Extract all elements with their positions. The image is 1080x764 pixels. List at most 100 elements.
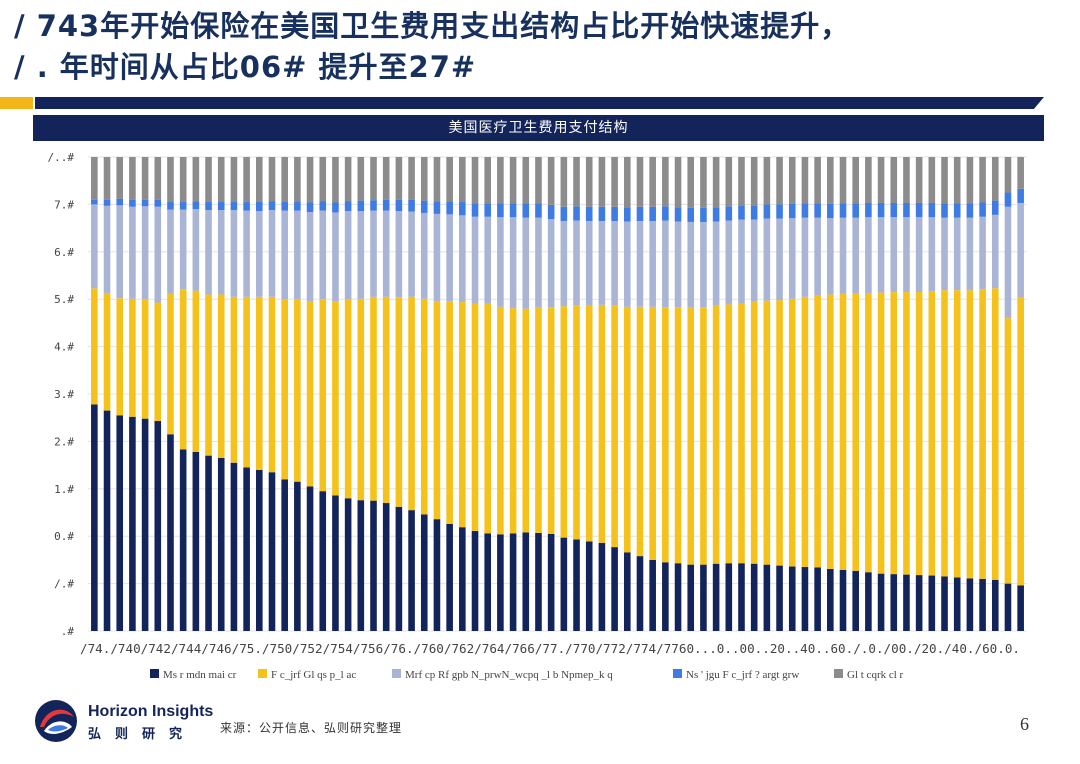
bar-segment-series-5 [370,157,377,201]
bar-segment-series-1 [395,506,403,631]
bar-segment-series-2 [750,301,758,564]
bar-segment-series-5 [535,157,542,204]
bar-segment-series-2 [877,292,885,574]
bar-segment-series-1 [903,574,910,631]
bar-segment-series-1 [484,533,492,631]
bar-segment-series-2 [256,296,263,470]
bar-segment-series-2 [420,298,428,515]
bar-segment-series-2 [725,304,733,564]
legend-swatch [150,669,159,678]
bar-segment-series-1 [573,539,580,631]
bar-segment-series-4 [357,200,365,212]
bar-segment-series-4 [497,203,504,218]
bar-segment-series-5 [116,157,124,199]
bar-segment-series-1 [865,572,872,631]
bar-segment-series-2 [814,295,821,568]
bar-segment-series-4 [420,200,428,213]
x-axis-tick-labels: /74./740/742/744/746/75./750/752/754/756… [80,642,1020,656]
bar-segment-series-3 [941,217,948,291]
bar-segment-series-4 [865,202,872,218]
bar-segment-series-1 [738,563,745,631]
bar-segment-series-2 [585,305,593,542]
legend-label: Ns ' jgu F c_jrf ? argt grw [686,669,799,681]
bar-segment-series-5 [103,157,111,200]
bar-segment-series-1 [243,467,250,631]
bar-segment-series-3 [509,217,517,309]
bar-segment-series-1 [91,404,98,631]
bar-segment-series-5 [915,157,923,203]
bar-segment-series-5 [598,157,606,207]
bar-segment-series-3 [966,217,974,291]
bar-segment-series-2 [243,296,250,468]
bar-segment-series-1 [941,576,948,631]
bar-segment-series-5 [344,157,352,202]
bar-segment-series-4 [662,206,669,221]
y-tick-label: 6.# [54,246,74,259]
bar-segment-series-5 [623,157,631,208]
bar-segment-series-2 [598,304,606,543]
bar-segment-series-1 [382,503,390,631]
bar-segment-series-5 [738,157,745,206]
bar-segment-series-4 [230,202,238,211]
bar-segment-series-2 [357,298,365,501]
bar-segment-series-5 [382,157,390,200]
bar-segment-series-4 [941,203,948,218]
bar-segment-series-1 [535,532,542,631]
bar-segment-series-1 [801,567,809,631]
bar-segment-series-5 [205,157,212,203]
bar-segment-series-1 [154,421,162,631]
bar-segment-series-2 [192,290,200,452]
bar-segment-series-5 [636,157,644,207]
bar-segment-series-1 [547,533,555,631]
bar-segment-series-3 [700,221,707,308]
bar-segment-series-2 [890,292,898,575]
bar-segment-series-1 [1017,585,1024,631]
bar-segment-series-5 [446,157,453,202]
bar-segment-series-4 [1017,188,1024,203]
bar-segment-series-4 [814,203,821,218]
bar-segment-series-1 [471,530,479,631]
bar-segment-series-4 [953,203,961,218]
bar-segment-series-4 [522,203,530,218]
bar-segment-series-1 [991,579,999,631]
bar-segment-series-5 [991,157,999,201]
bar-segment-series-5 [471,157,479,204]
chart-legend: Ms r mdn mai cr F c_jrf Gl qs p_l ac Mrf c… [150,669,904,681]
bar-segment-series-5 [395,157,403,200]
bar-segment-series-3 [915,217,923,293]
bar-segment-series-2 [281,299,288,480]
bar-segment-series-2 [408,296,415,511]
bar-segment-series-1 [332,495,339,631]
bar-segment-series-1 [459,527,466,631]
bar-segment-series-4 [116,198,124,206]
bar-segment-series-5 [141,157,149,200]
bar-segment-series-5 [839,157,847,204]
bar-segment-series-3 [623,221,631,307]
bar-segment-series-4 [306,202,314,212]
bar-segment-series-5 [611,157,618,207]
bar-segment-series-1 [167,434,174,631]
bar-segment-series-3 [598,220,606,305]
bar-segment-series-1 [205,455,212,631]
bar-segment-series-1 [674,563,682,631]
bar-segment-series-4 [167,202,174,210]
bar-segment-series-4 [205,202,212,211]
bar-segment-series-4 [484,203,492,217]
bar-segment-series-3 [649,220,656,307]
bar-segment-series-2 [306,301,314,487]
bar-segment-series-2 [966,290,974,579]
bar-segment-series-1 [420,514,428,631]
bar-segment-series-3 [725,220,733,305]
bar-segment-series-2 [1004,318,1012,584]
bar-segment-series-5 [903,157,910,203]
y-tick-label: 0.# [54,530,74,543]
bar-segment-series-3 [243,210,250,297]
y-tick-label: 4.# [54,341,74,354]
bar-segment-series-3 [256,211,263,297]
bar-segment-series-3 [852,217,859,294]
bar-segment-series-3 [636,220,644,307]
bar-segment-series-4 [763,204,771,219]
bar-segment-series-1 [953,577,961,631]
bar-segment-series-3 [497,217,504,307]
bar-segment-series-2 [700,307,707,565]
